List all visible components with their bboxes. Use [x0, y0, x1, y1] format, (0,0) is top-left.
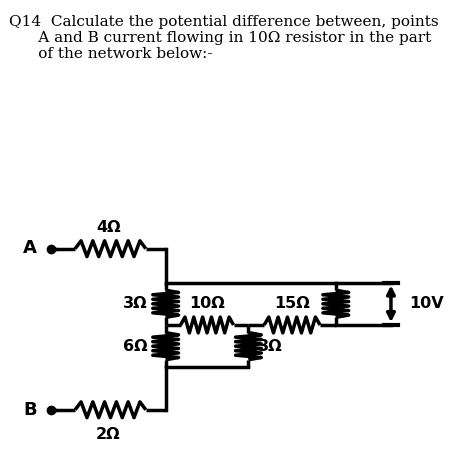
Text: Q14  Calculate the potential difference between, points
      A and B current fl: Q14 Calculate the potential difference b…	[9, 15, 439, 62]
Text: B: B	[23, 401, 37, 419]
Text: 15Ω: 15Ω	[274, 296, 310, 311]
Text: 10Ω: 10Ω	[189, 296, 225, 311]
Text: 10V: 10V	[410, 296, 444, 311]
Text: 3Ω: 3Ω	[122, 296, 147, 311]
Text: 4Ω: 4Ω	[96, 219, 120, 235]
Text: A: A	[23, 239, 37, 258]
Text: 2Ω: 2Ω	[96, 427, 120, 442]
Text: 3Ω: 3Ω	[258, 339, 283, 354]
Text: 6Ω: 6Ω	[122, 339, 147, 354]
